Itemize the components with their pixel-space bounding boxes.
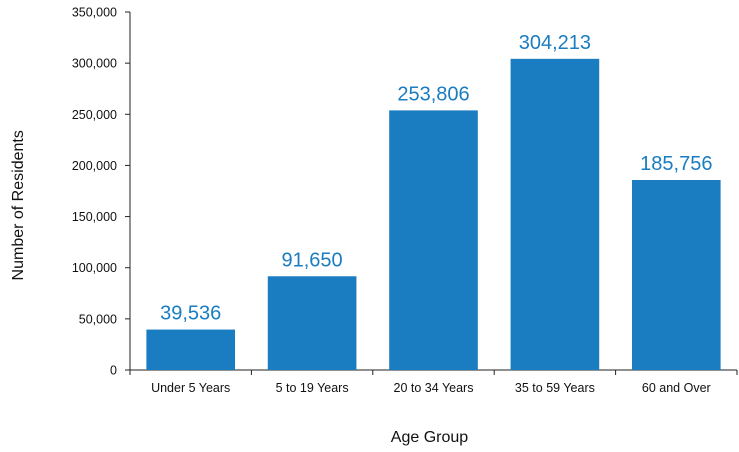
- bar: [389, 110, 478, 370]
- bar: [146, 329, 236, 370]
- y-tick-label: 350,000: [72, 6, 117, 20]
- bar-value-label: 304,213: [519, 32, 591, 54]
- bars-group: [146, 58, 721, 371]
- bar-value-label: 39,536: [160, 303, 221, 325]
- bar: [267, 276, 357, 370]
- y-tick-label: 100,000: [72, 261, 117, 275]
- bar-value-label: 185,756: [640, 153, 712, 175]
- data-labels-group: 39,536 91,650 253,806 304,213 185,756: [160, 32, 712, 325]
- x-tick-label: Under 5 Years: [151, 381, 230, 395]
- bar-value-label: 253,806: [397, 83, 469, 105]
- y-tick-label: 300,000: [72, 57, 117, 71]
- x-tick-label: 35 to 59 Years: [515, 381, 595, 395]
- x-tick-label: 60 and Over: [642, 381, 711, 395]
- y-tick-label: 150,000: [72, 210, 117, 224]
- bar-value-label: 91,650: [282, 249, 343, 271]
- bar: [510, 58, 600, 371]
- x-tick-label: 20 to 34 Years: [394, 381, 474, 395]
- x-tick-label: 5 to 19 Years: [276, 381, 349, 395]
- y-tick-label: 250,000: [72, 108, 117, 122]
- y-axis: 0 50,000 100,000 150,000 200,000 250,000 300,0…: [72, 6, 131, 378]
- y-tick-label: 200,000: [72, 159, 117, 173]
- y-axis-title: Number of Residents: [10, 130, 27, 280]
- x-axis: Under 5 Years 5 to 19 Years 20 to 34 Years…: [129, 369, 738, 395]
- bar: [631, 179, 721, 370]
- y-tick-label: 0: [110, 364, 117, 378]
- x-axis-title: Age Group: [391, 429, 468, 446]
- y-tick-label: 50,000: [79, 312, 117, 326]
